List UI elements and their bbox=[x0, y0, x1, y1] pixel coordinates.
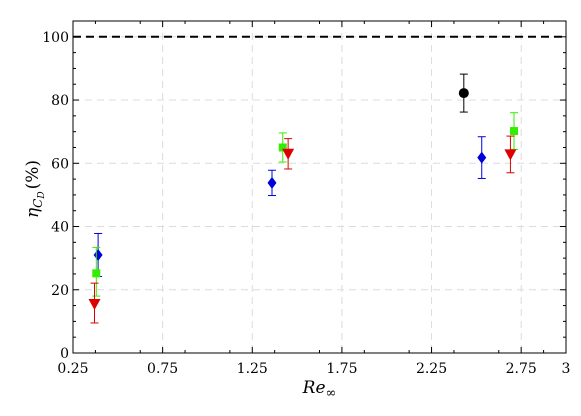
x-tick-label: 0.25 bbox=[57, 361, 88, 377]
data-point-square bbox=[92, 269, 101, 278]
y-tick-label: 80 bbox=[51, 93, 69, 109]
y-tick-label: 20 bbox=[51, 283, 69, 299]
x-tick-labels: 0.25 0.75 1.25 1.75 2.25 2.75 3 bbox=[57, 361, 570, 377]
data-point-square bbox=[510, 127, 519, 136]
y-tick-label: 60 bbox=[51, 156, 69, 172]
y-axis-label-sub: C bbox=[31, 199, 45, 208]
y-axis-label-subsub: D bbox=[37, 191, 47, 199]
x-tick-label: 3 bbox=[562, 361, 571, 377]
x-tick-label: 0.75 bbox=[147, 361, 178, 377]
y-tick-label: 0 bbox=[60, 346, 69, 362]
x-axis-label: Re∞ bbox=[302, 378, 337, 401]
y-axis-label-unit: (%) bbox=[23, 160, 43, 189]
data-point-diamond bbox=[477, 151, 487, 164]
y-axis-label-main: η bbox=[23, 207, 43, 218]
series-circle bbox=[458, 73, 469, 113]
x-axis-label-main: Re bbox=[302, 378, 326, 398]
x-axis-label-sub: ∞ bbox=[326, 386, 337, 401]
data-point-triangle bbox=[88, 298, 101, 310]
y-tick-labels: 0 20 40 60 80 100 bbox=[42, 30, 69, 362]
x-tick-label: 2.25 bbox=[416, 361, 447, 377]
data-point-triangle bbox=[282, 148, 295, 160]
y-axis-label: ηCD (%) bbox=[23, 160, 47, 218]
plot-frame bbox=[72, 20, 567, 354]
series-triangle-down bbox=[88, 135, 517, 324]
data-point-triangle bbox=[504, 149, 517, 161]
data-point-circle bbox=[458, 88, 469, 99]
series-diamond bbox=[93, 136, 487, 277]
series-square bbox=[92, 112, 519, 297]
x-tick-label: 2.75 bbox=[506, 361, 537, 377]
data-series bbox=[88, 73, 519, 324]
y-tick-label: 40 bbox=[51, 220, 69, 236]
x-tick-label: 1.25 bbox=[237, 361, 268, 377]
data-point-diamond bbox=[267, 176, 277, 189]
x-tick-label: 1.75 bbox=[326, 361, 357, 377]
data-point-diamond bbox=[93, 248, 103, 261]
data-point-square bbox=[278, 143, 287, 152]
grid bbox=[73, 21, 566, 353]
axis-ticks bbox=[72, 21, 567, 354]
y-tick-label: 100 bbox=[42, 30, 69, 46]
